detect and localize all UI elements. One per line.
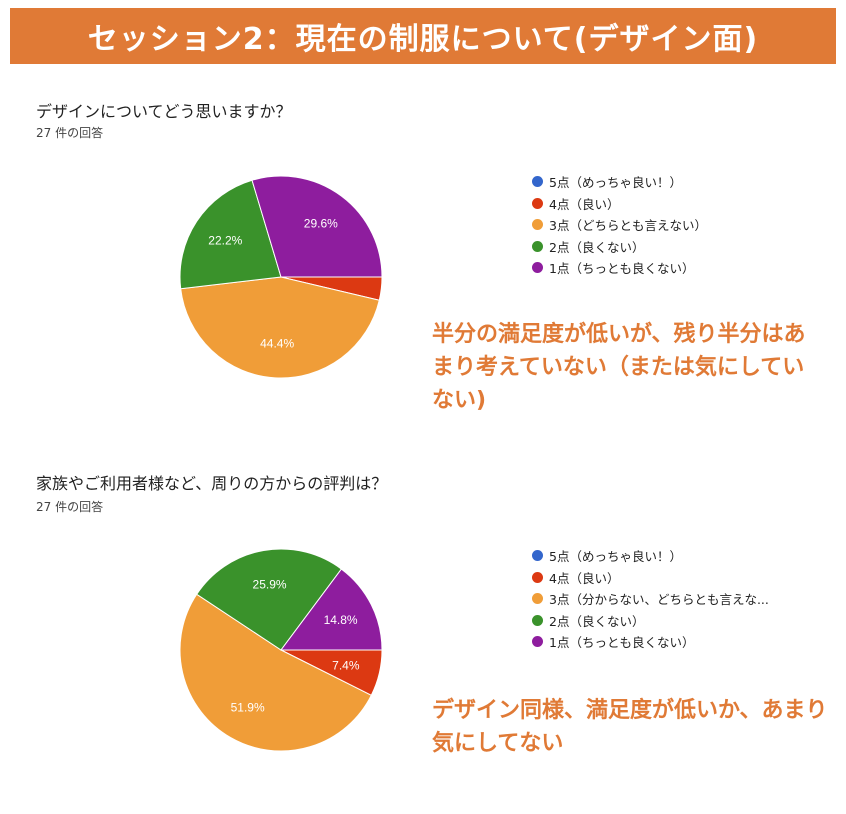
legend-item-3: 3点（分からない、どちらとも言えな... (532, 588, 769, 610)
question-title-2: 家族やご利用者様など、周りの方からの評判は？ (36, 474, 388, 493)
legend-dot-icon (532, 614, 543, 626)
slice-label-2: 7.4% (332, 658, 360, 672)
legend-item-4: 2点（良くない） (532, 610, 769, 632)
slice-label-3: 51.9% (231, 701, 265, 715)
legend-item-2: 4点（良い） (532, 193, 707, 215)
pie-chart-design: 44.4% 22.2% 29.6% (179, 175, 383, 379)
legend-item-2: 4点（良い） (532, 567, 769, 589)
legend-item-4: 2点（良くない） (532, 236, 707, 258)
legend-reputation: 5点（めっちゃ良い！） 4点（良い） 3点（分からない、どちらとも言えな... 2点（… (532, 545, 769, 653)
pie-slice-3 (180, 276, 380, 379)
legend-label: 1点（ちっとも良くない） (549, 635, 695, 651)
legend-item-1: 5点（めっちゃ良い！） (532, 171, 707, 193)
pie-chart-reputation: 7.4% 51.9% 25.9% 14.8% (179, 548, 383, 752)
legend-label: 2点（良くない） (549, 239, 645, 255)
pie-slice-5 (251, 175, 383, 278)
question-title-1: デザインについてどう思いますか？ (36, 102, 292, 121)
legend-dot-icon (532, 571, 543, 583)
legend-dot-icon (532, 240, 543, 252)
response-count-1: 27 件の回答 (36, 126, 104, 140)
session-banner: セッション2：現在の制服について(デザイン面) (10, 8, 836, 64)
legend-label: 4点（良い） (549, 196, 620, 212)
legend-label: 3点（分からない、どちらとも言えな... (549, 592, 769, 608)
legend-dot-icon (532, 262, 543, 274)
legend-dot-icon (532, 197, 543, 209)
legend-dot-icon (532, 550, 543, 562)
note-reputation: デザイン同様、満足度が低いか、あまり気にしてない (432, 698, 828, 756)
legend-item-1: 5点（めっちゃ良い！） (532, 545, 769, 567)
slice-label-3: 44.4% (260, 337, 294, 351)
legend-label: 5点（めっちゃ良い！） (549, 175, 682, 191)
pie-slice-4 (179, 179, 282, 290)
legend-design: 5点（めっちゃ良い！） 4点（良い） 3点（どちらとも言えない） 2点（良くない） 1点… (532, 171, 707, 279)
legend-label: 4点（良い） (549, 570, 620, 586)
pie-slice-4 (196, 548, 343, 651)
legend-label: 2点（良くない） (549, 613, 645, 629)
legend-item-5: 1点（ちっとも良くない） (532, 257, 707, 279)
response-count-2: 27 件の回答 (36, 500, 104, 514)
legend-dot-icon (532, 593, 543, 605)
banner-title: セッション2：現在の制服について(デザイン面) (87, 22, 759, 57)
legend-label: 1点（ちっとも良くない） (549, 261, 695, 277)
legend-dot-icon (532, 176, 543, 188)
legend-label: 3点（どちらとも言えない） (549, 218, 707, 234)
pie-slice-3 (179, 593, 372, 752)
legend-item-5: 1点（ちっとも良くない） (532, 631, 769, 653)
slice-label-5: 29.6% (304, 217, 338, 231)
slice-label-5: 14.8% (324, 613, 358, 627)
pie-slice-5 (280, 568, 383, 651)
note-design: 半分の満足度が低いが、残り半分はあまり考えていない（または気にしていない) (432, 322, 806, 413)
legend-label: 5点（めっちゃ良い！） (549, 549, 682, 565)
legend-item-3: 3点（どちらとも言えない） (532, 214, 707, 236)
slice-label-4: 22.2% (208, 233, 242, 247)
legend-dot-icon (532, 219, 543, 231)
slice-label-4: 25.9% (253, 577, 287, 591)
legend-dot-icon (532, 636, 543, 648)
